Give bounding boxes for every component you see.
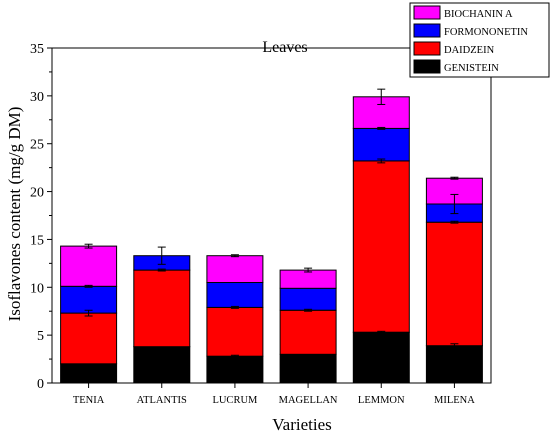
bar-segment-biochanin-a-magellan bbox=[279, 269, 337, 289]
bar-segment-daidzein-tenia bbox=[60, 312, 118, 365]
x-axis-label: Varieties bbox=[272, 415, 331, 434]
bar-segment-formononetin-lemmon bbox=[352, 127, 410, 162]
x-tick-label: TENIA bbox=[73, 395, 105, 406]
legend-swatch bbox=[413, 41, 441, 56]
legend-label: FORMONONETIN bbox=[444, 27, 528, 38]
bar-segment-formononetin-tenia bbox=[60, 285, 118, 314]
y-axis-label: Isoflavones content (mg/g DM) bbox=[5, 107, 24, 322]
bar-segment-daidzein-atlantis bbox=[133, 269, 191, 348]
bar-segment-genistein-lucrum bbox=[206, 355, 264, 384]
bars-layer bbox=[60, 96, 483, 384]
legend-swatch bbox=[413, 23, 441, 38]
bar-segment-genistein-atlantis bbox=[133, 346, 191, 384]
x-tick-label: MAGELLAN bbox=[279, 395, 338, 406]
legend: BIOCHANIN A FORMONONETIN DAIDZEIN GENISTEIN bbox=[409, 2, 550, 78]
bar-segment-biochanin-a-tenia bbox=[60, 245, 118, 287]
bar-segment-daidzein-lucrum bbox=[206, 306, 264, 357]
bar-segment-genistein-magellan bbox=[279, 353, 337, 384]
y-tick-label: 10 bbox=[30, 281, 44, 296]
x-tick-label: MILENA bbox=[434, 395, 475, 406]
y-tick-label: 0 bbox=[37, 377, 44, 392]
plot-frame bbox=[51, 47, 492, 384]
axes-layer: TENIA ATLANTIS LUCRUM MAGELLAN LEMMON MILENA 0… bbox=[30, 42, 492, 406]
x-tick-label: LUCRUM bbox=[212, 395, 258, 406]
legend-label: GENISTEIN bbox=[444, 63, 499, 74]
x-tick-label: LEMMON bbox=[358, 395, 405, 406]
y-tick-label: 30 bbox=[30, 90, 44, 105]
bar-segment-formononetin-lucrum bbox=[206, 282, 264, 308]
bar-segment-biochanin-a-lucrum bbox=[206, 255, 264, 283]
legend-label: DAIDZEIN bbox=[444, 45, 495, 56]
y-tick-label: 5 bbox=[37, 329, 44, 344]
y-tick-label: 25 bbox=[30, 138, 44, 153]
y-tick-label: 20 bbox=[30, 186, 44, 201]
bar-segment-daidzein-magellan bbox=[279, 309, 337, 355]
bar-segment-genistein-lemmon bbox=[352, 331, 410, 384]
bar-segment-daidzein-lemmon bbox=[352, 160, 410, 333]
error-bars-layer bbox=[84, 88, 459, 358]
legend-label: BIOCHANIN A bbox=[444, 9, 513, 20]
bar-segment-genistein-milena bbox=[425, 345, 483, 384]
bar-segment-genistein-tenia bbox=[60, 363, 118, 384]
legend-swatch bbox=[413, 5, 441, 20]
x-tick-label: ATLANTIS bbox=[137, 395, 187, 406]
bar-segment-formononetin-magellan bbox=[279, 287, 337, 311]
legend-swatch bbox=[413, 59, 441, 74]
y-tick-label: 15 bbox=[30, 233, 44, 248]
y-tick-label: 35 bbox=[30, 42, 44, 57]
bar-segment-daidzein-milena bbox=[425, 221, 483, 347]
